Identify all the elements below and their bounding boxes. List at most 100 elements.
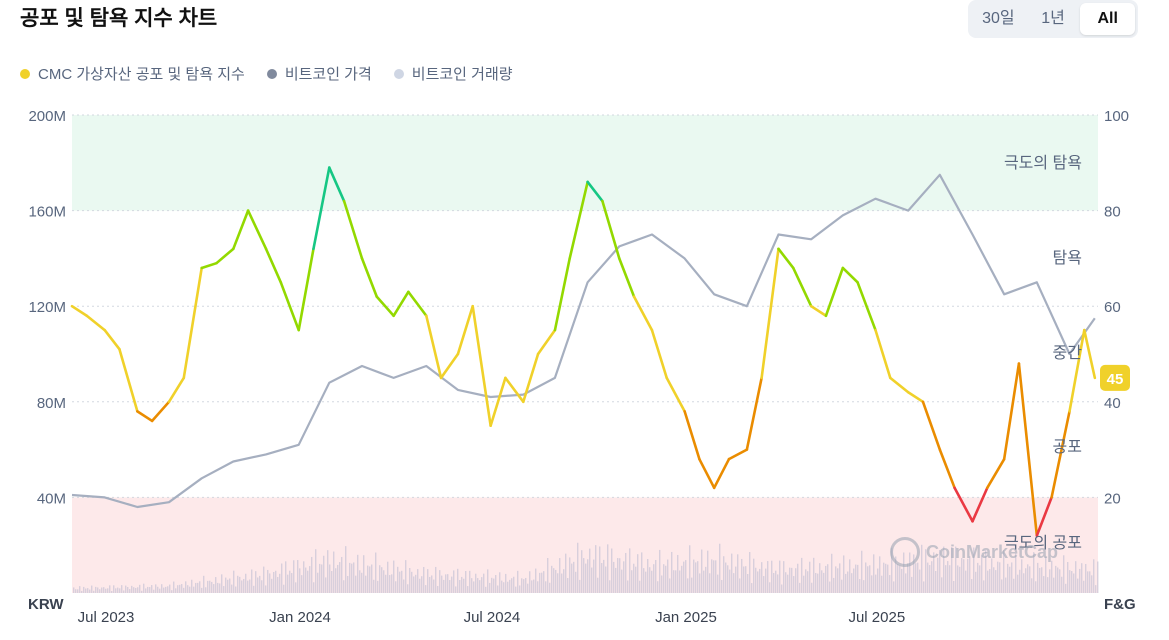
volume-bar [151, 585, 153, 593]
right-axis-tick-2: 60 [1104, 299, 1121, 316]
volume-bar [625, 552, 627, 593]
volume-bar [585, 563, 587, 593]
volume-bar [145, 588, 147, 593]
volume-bar [511, 578, 513, 593]
volume-bar [81, 590, 83, 593]
volume-bar [189, 586, 191, 593]
volume-bar [611, 548, 613, 593]
fear-greed-segment [1068, 328, 1086, 413]
volume-bar [985, 549, 987, 593]
volume-bar [893, 581, 895, 593]
volume-bar [527, 583, 529, 593]
volume-bar [579, 579, 581, 593]
volume-bar [1033, 552, 1035, 593]
volume-bar [703, 570, 705, 593]
legend-label-btc-volume: 비트코인 거래량 [411, 66, 513, 83]
volume-bar [753, 558, 755, 593]
volume-bar [325, 577, 327, 593]
volume-bar [105, 588, 107, 593]
volume-bar [783, 561, 785, 593]
fear-greed-segment [246, 209, 268, 251]
legend-item-btc-price[interactable]: 비트코인 가격 [266, 63, 372, 84]
volume-bar [619, 558, 621, 593]
volume-bar [439, 570, 441, 593]
volume-bar [377, 580, 379, 593]
volume-bar [807, 571, 809, 593]
volume-bar [341, 556, 343, 593]
volume-bar [905, 573, 907, 593]
volume-bar [1035, 581, 1037, 593]
volume-bar [321, 564, 323, 593]
volume-bar [533, 579, 535, 593]
volume-bar [77, 589, 79, 593]
volume-bar [409, 568, 411, 593]
volume-bar [159, 588, 161, 593]
volume-bar [1073, 573, 1075, 593]
volume-bar [133, 587, 135, 593]
volume-bar [995, 570, 997, 593]
fear-greed-segment [536, 328, 557, 356]
fear-greed-segment [407, 290, 428, 318]
volume-bar [473, 581, 475, 593]
volume-bar [891, 547, 893, 593]
volume-bar [593, 559, 595, 593]
volume-bar [973, 547, 975, 593]
volume-bar [803, 575, 805, 593]
volume-bar [267, 569, 269, 593]
volume-bar [331, 570, 333, 593]
right-axis-tick-0: 100 [1104, 108, 1129, 125]
volume-bar [99, 589, 101, 593]
volume-bar [633, 563, 635, 593]
fear-greed-segment [327, 166, 346, 203]
legend-item-btc-volume[interactable]: 비트코인 거래량 [393, 63, 513, 84]
volume-bar [885, 563, 887, 593]
tab-all[interactable]: All [1080, 3, 1136, 35]
fear-greed-segment [342, 199, 364, 260]
volume-bar [749, 552, 751, 593]
volume-bar [699, 573, 701, 593]
right-axis-tick-4: 20 [1104, 490, 1121, 507]
volume-bar [457, 568, 459, 593]
volume-bar [465, 571, 467, 593]
volume-bar [681, 565, 683, 593]
volume-bar [211, 581, 213, 593]
volume-bar [87, 588, 89, 593]
volume-bar [375, 552, 377, 593]
volume-bar [531, 580, 533, 593]
volume-bar [1071, 571, 1073, 593]
volume-bar [261, 580, 263, 593]
volume-bar [869, 565, 871, 593]
fear-greed-segment [760, 247, 780, 380]
volume-bar [129, 589, 131, 593]
tab-1y[interactable]: 1년 [1041, 10, 1065, 27]
tab-30d[interactable]: 30일 [982, 10, 1015, 27]
volume-bar [147, 586, 149, 593]
volume-bar [367, 565, 369, 593]
volume-bar [205, 587, 207, 593]
volume-bar [463, 578, 465, 593]
volume-bar [185, 581, 187, 593]
fear-greed-segment [1017, 362, 1039, 537]
volume-bar [349, 562, 351, 593]
volume-bar [461, 576, 463, 593]
legend-label-fear-greed: CMC 가상자산 공포 및 탐욕 지수 [38, 66, 245, 83]
fear-greed-segment [856, 280, 877, 332]
volume-bar [889, 575, 891, 593]
volume-bar [759, 568, 761, 593]
volume-bar [85, 588, 87, 593]
volume-bar [425, 585, 427, 593]
legend-item-fear-greed[interactable]: CMC 가상자산 공포 및 탐욕 지수 [20, 63, 245, 84]
right-axis-unit: F&G [1104, 596, 1136, 613]
volume-bar [1007, 563, 1009, 593]
volume-bar [725, 562, 727, 593]
volume-bar [157, 586, 159, 593]
volume-bar [407, 584, 409, 593]
volume-bar [305, 567, 307, 593]
volume-bar [557, 573, 559, 593]
volume-bar [103, 587, 105, 593]
volume-bar [1089, 571, 1091, 593]
volume-bar [547, 557, 549, 593]
volume-bar [561, 573, 563, 593]
fear-greed-segment [522, 352, 540, 404]
left-axis-tick-0: 200M [28, 108, 66, 125]
